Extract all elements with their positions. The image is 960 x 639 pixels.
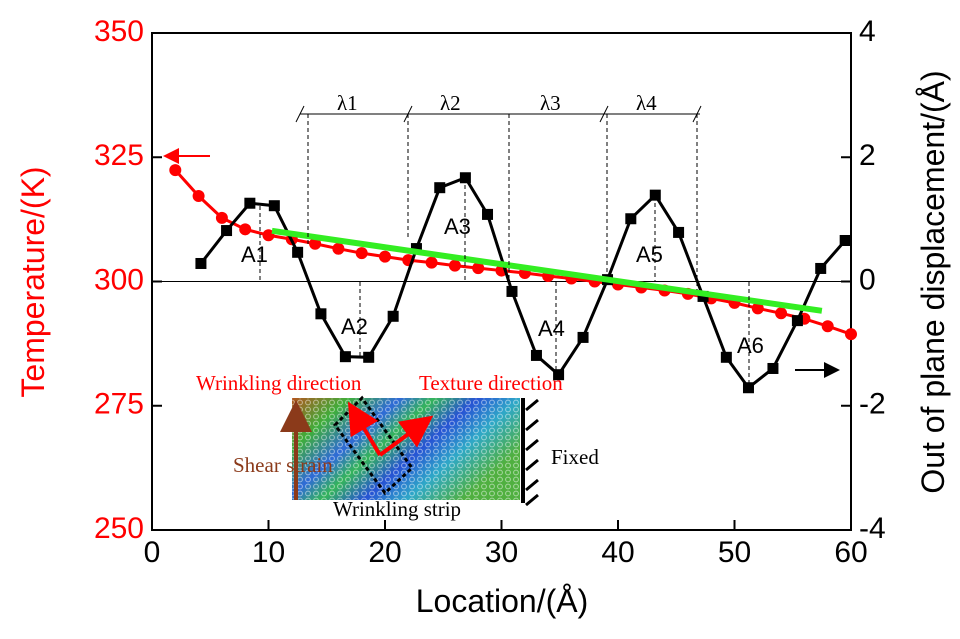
data-point <box>363 351 375 363</box>
annotation: A1 <box>241 242 268 267</box>
data-point <box>751 302 764 315</box>
annotation: λ2 <box>440 91 461 115</box>
plot-area: 0 10 20 30 40 50 60 250 275 300 325 350 -4 -2 0 2 4 <box>94 15 886 569</box>
data-point <box>387 310 399 322</box>
data-point <box>649 189 661 201</box>
data-point <box>506 285 518 297</box>
annotation: A2 <box>341 314 368 339</box>
data-point <box>410 243 422 255</box>
inset-label: Texture direction <box>419 371 563 395</box>
annotation: λ3 <box>540 91 561 115</box>
data-point <box>332 242 345 255</box>
y2-tick-label: -4 <box>859 512 886 545</box>
y-tick-label: 300 <box>94 263 144 296</box>
x-tick-label: 0 <box>144 536 161 569</box>
y-tick-label: 275 <box>94 388 144 421</box>
data-point <box>673 226 685 238</box>
data-point <box>815 262 827 274</box>
y2-tick-label: 2 <box>859 139 876 172</box>
data-point <box>845 328 857 341</box>
data-point <box>192 190 205 203</box>
y2-axis-title: Out of plane displacement/(Å) <box>915 70 951 493</box>
data-point <box>244 197 256 209</box>
inset-label: Wrinkling strip <box>333 497 461 521</box>
data-point <box>530 349 542 361</box>
series-line <box>271 227 823 314</box>
data-point <box>195 257 207 269</box>
data-point <box>315 308 327 320</box>
data-point <box>482 208 494 220</box>
data-point <box>742 382 754 394</box>
x-tick-label: 30 <box>485 536 518 569</box>
data-point <box>472 262 485 275</box>
annotation: A3 <box>444 214 471 239</box>
data-point <box>720 351 732 363</box>
data-point <box>169 164 182 177</box>
data-point <box>262 229 275 242</box>
data-point <box>448 259 461 272</box>
y2-tick-label: 0 <box>859 263 876 296</box>
data-point <box>625 213 637 225</box>
data-point <box>577 331 589 343</box>
annotation: A5 <box>636 242 663 267</box>
x-tick-label: 10 <box>252 536 285 569</box>
series-line <box>199 175 847 390</box>
data-point <box>355 247 368 260</box>
y2-tick-label: -2 <box>859 388 886 421</box>
data-point <box>339 351 351 363</box>
data-point <box>791 315 803 327</box>
data-point <box>215 211 228 224</box>
data-point <box>239 223 252 236</box>
y2-tick-label: 4 <box>859 15 876 48</box>
y-tick-label: 350 <box>94 15 144 48</box>
data-point <box>459 172 471 184</box>
data-point <box>425 256 438 269</box>
x-axis-title: Location/(Å) <box>416 583 589 619</box>
inset-label: Fixed <box>551 445 599 469</box>
annotation: λ4 <box>636 91 657 115</box>
data-point <box>767 362 779 374</box>
data-point <box>775 307 788 320</box>
data-point <box>221 225 233 237</box>
x-tick-label: 40 <box>601 536 634 569</box>
data-point <box>379 250 391 263</box>
y-tick-label: 325 <box>94 139 144 172</box>
data-point <box>268 200 280 212</box>
data-point <box>839 234 851 246</box>
data-point <box>292 246 304 258</box>
data-point <box>553 369 565 381</box>
series-line <box>174 169 852 336</box>
inset-label: Shear strain <box>233 453 333 477</box>
y-tick-label: 250 <box>94 512 144 545</box>
inset-label: Wrinkling direction <box>196 371 362 395</box>
annotation: A6 <box>737 333 764 358</box>
annotation: A4 <box>538 316 565 341</box>
data-point <box>821 320 834 333</box>
annotation: λ1 <box>337 91 358 115</box>
x-tick-label: 50 <box>718 536 751 569</box>
inset: Wrinkling direction Texture direction Sh… <box>196 371 599 521</box>
data-point <box>434 182 446 194</box>
x-tick-label: 60 <box>834 536 867 569</box>
x-tick-label: 20 <box>368 536 401 569</box>
y-axis-title: Temperature/(K) <box>15 166 51 397</box>
data-point <box>309 237 322 250</box>
wavelength-guides <box>259 105 750 385</box>
